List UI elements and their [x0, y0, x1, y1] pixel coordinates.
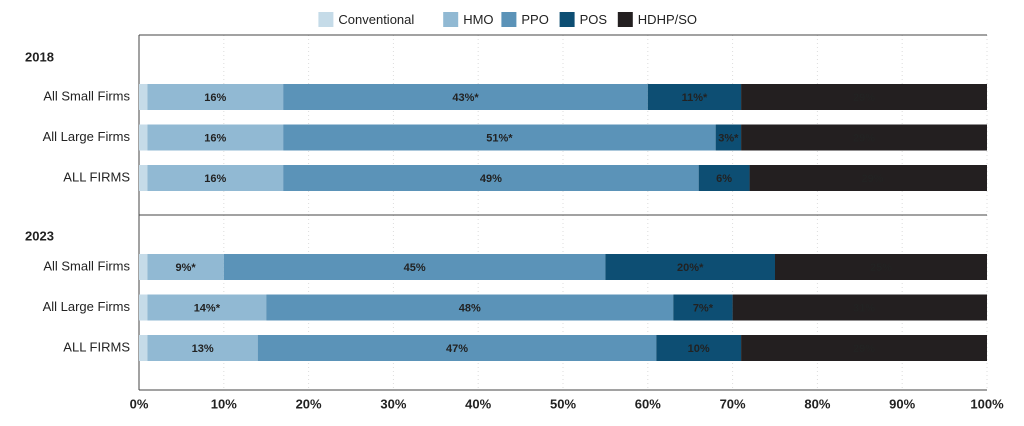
bar-segment: [139, 165, 148, 191]
group-label: 2018: [25, 49, 54, 64]
x-tick-label: 100%: [970, 396, 1004, 411]
legend-label: HDHP/SO: [638, 12, 697, 27]
legend-swatch: [318, 12, 334, 27]
bar-segment: [139, 254, 148, 280]
bar-segment: [647, 84, 742, 110]
bar-segment: [257, 335, 657, 361]
value-label: 29%: [862, 173, 884, 185]
value-label: 47%: [446, 343, 468, 355]
value-label: 29%: [853, 132, 875, 144]
value-label: 3%*: [718, 132, 739, 144]
value-label: 11%*: [682, 92, 708, 104]
bar-segment: [223, 254, 606, 280]
value-label: 29%: [853, 92, 875, 104]
value-label: 6%: [716, 173, 732, 185]
bar-segment: [715, 124, 742, 151]
x-tick-label: 0%: [130, 396, 149, 411]
bar-segment: [147, 294, 267, 321]
y-tick-label: ALL FIRMS: [63, 339, 130, 354]
legend-swatch: [443, 12, 459, 27]
legend-swatch: [559, 12, 575, 27]
y-tick-label: All Large Firms: [43, 129, 131, 144]
bar-segment: [698, 165, 750, 191]
value-label: 31%: [853, 302, 875, 314]
bar-segment: [139, 335, 148, 361]
x-tick-label: 70%: [720, 396, 746, 411]
bar-segment: [139, 84, 148, 110]
y-tick-label: All Large Firms: [43, 299, 131, 314]
legend-swatch: [617, 12, 633, 27]
legend-swatch: [501, 12, 517, 27]
bar-segment: [656, 335, 742, 361]
value-label: 51%*: [486, 132, 513, 144]
bar-segment: [147, 84, 284, 110]
bar-segment: [139, 124, 148, 151]
legend-label: Conventional: [338, 12, 414, 27]
bar-segment: [732, 294, 987, 321]
value-label: 13%: [192, 343, 214, 355]
x-tick-label: 10%: [211, 396, 237, 411]
group-label: 2023: [25, 228, 54, 243]
bar-segment: [283, 124, 716, 151]
legend-label: POS: [580, 12, 608, 27]
bar-segment: [147, 335, 258, 361]
value-label: 9%*: [176, 262, 197, 274]
value-label: 43%*: [452, 92, 479, 104]
bar-segment: [147, 124, 284, 151]
y-tick-label: All Small Firms: [43, 258, 130, 273]
x-tick-label: 40%: [465, 396, 491, 411]
bar-segment: [775, 254, 987, 280]
bar-segment: [147, 165, 284, 191]
x-tick-label: 80%: [804, 396, 830, 411]
bar-segment: [741, 124, 987, 151]
value-label: 16%: [204, 92, 226, 104]
bar-segment: [283, 165, 699, 191]
value-label: 7%*: [693, 302, 714, 314]
y-tick-label: ALL FIRMS: [63, 169, 130, 184]
value-label: 29%: [853, 343, 875, 355]
value-label: 48%: [459, 302, 481, 314]
legend-label: PPO: [521, 12, 548, 27]
plot-area: [139, 84, 987, 361]
value-label: 49%: [480, 173, 502, 185]
y-tick-label: All Small Firms: [43, 88, 130, 103]
x-tick-label: 90%: [889, 396, 915, 411]
bar-segment: [139, 294, 148, 321]
value-label: 10%: [688, 343, 710, 355]
bar-segment: [605, 254, 775, 280]
x-tick-label: 20%: [296, 396, 322, 411]
value-label: 45%: [404, 262, 426, 274]
value-label: 16%: [204, 173, 226, 185]
legend-label: HMO: [463, 12, 493, 27]
x-tick-label: 60%: [635, 396, 661, 411]
bar-segment: [749, 165, 987, 191]
bar-segment: [741, 84, 987, 110]
bar-segment: [283, 84, 648, 110]
value-label: 20%*: [677, 262, 704, 274]
legend: Conventional HMO PPO POS HDHP/SO: [318, 12, 697, 27]
bar-segment: [147, 254, 224, 280]
value-label: 14%*: [194, 302, 221, 314]
x-tick-label: 50%: [550, 396, 576, 411]
value-label: 25%: [870, 262, 892, 274]
x-tick-label: 30%: [380, 396, 406, 411]
value-label: 16%: [204, 132, 226, 144]
bar-segment: [266, 294, 674, 321]
bar-segment: [673, 294, 733, 321]
bar-segment: [741, 335, 987, 361]
